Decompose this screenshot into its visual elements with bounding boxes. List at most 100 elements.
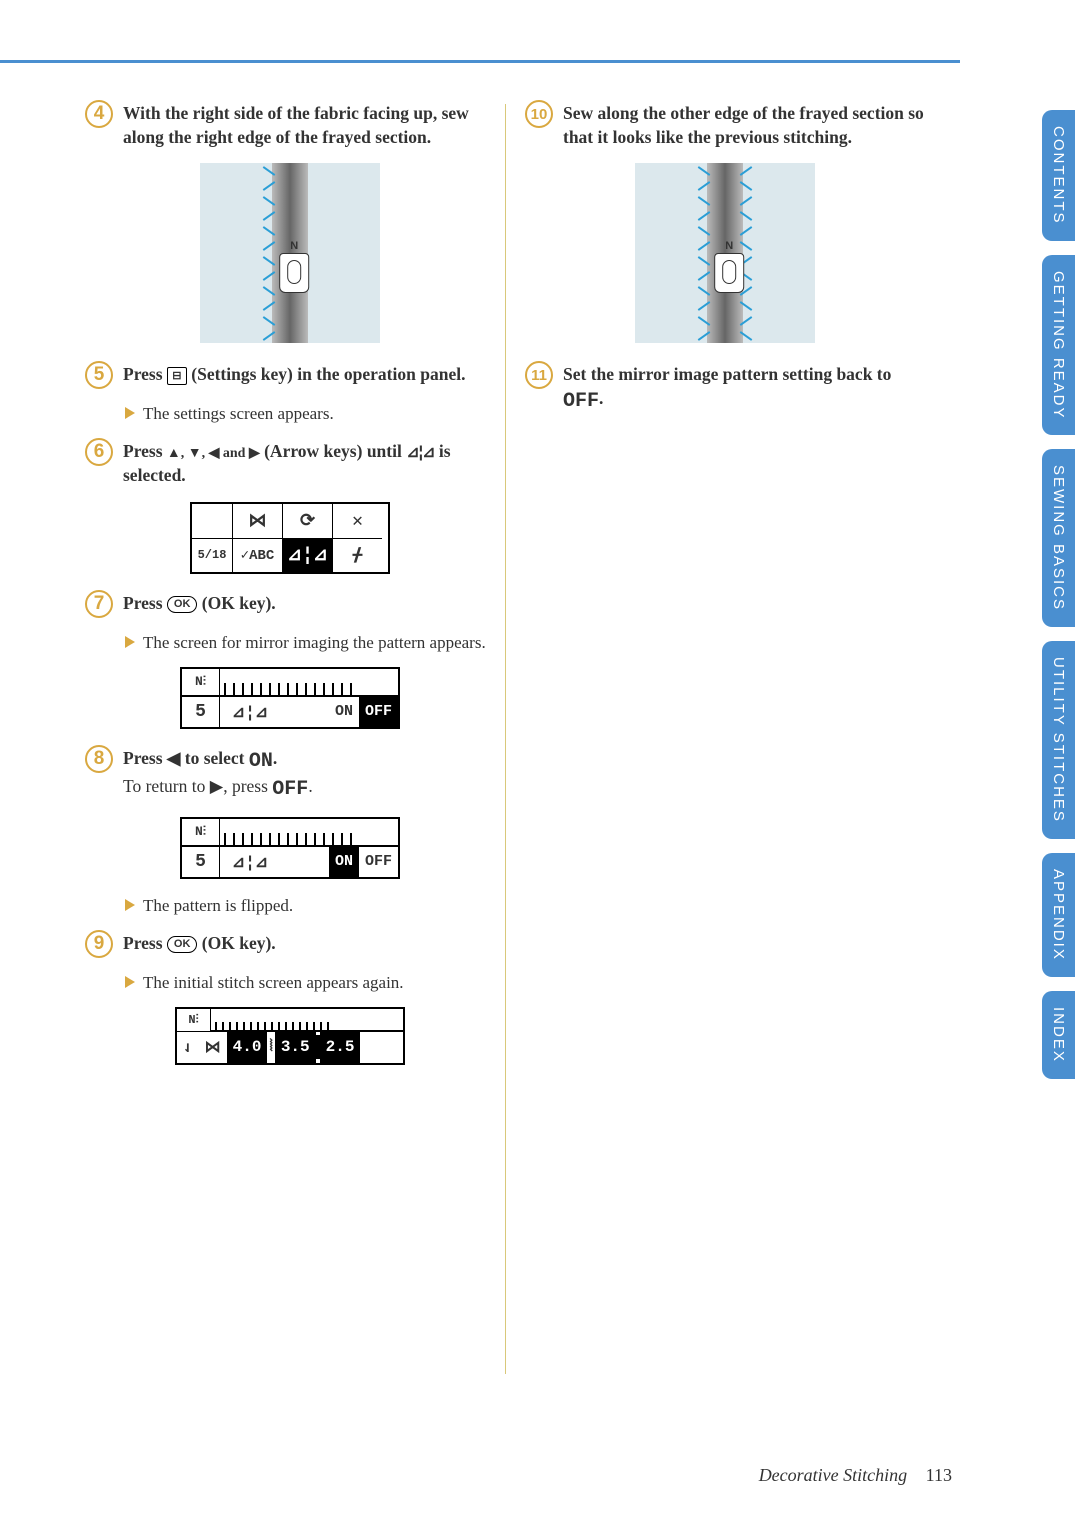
step-number: 6 [85,438,113,466]
lcd-stitch-icon: N⫶ [182,669,220,695]
play-icon [125,976,135,988]
ok-key-icon: OK [167,936,198,953]
step-text: Press ◀ to select ON. To return to ▶, pr… [123,745,313,803]
fabric-figure-2 [635,163,815,343]
play-icon [125,899,135,911]
settings-key-icon: ⊟ [167,367,187,385]
text-part: (OK key). [197,593,275,613]
step-text: Press OK (OK key). [123,930,276,956]
right-column: 10 Sew along the other edge of the fraye… [505,100,925,1081]
lcd-page-counter: 5/18 [192,538,232,572]
step-number: 5 [85,361,113,389]
lcd-stitch-icon: N⫶ [177,1009,211,1031]
lcd-onoff: ON OFF [329,697,398,727]
lcd-onoff: ON OFF [329,847,398,877]
lcd-abc-icon: ✓ABC [232,538,282,572]
substep: The pattern is flipped. [125,895,495,918]
footer: Decorative Stitching 113 [759,1465,952,1486]
side-tabs: CONTENTS GETTING READY SEWING BASICS UTI… [1042,110,1080,1093]
text-part: Press [123,364,167,384]
lcd-rotate-icon: ⟳ [282,504,332,538]
left-column: 4 With the right side of the fabric faci… [85,100,505,1081]
lcd-needle-icon: ⇃ [177,1032,199,1063]
lcd-value-3: 2.5 [320,1032,361,1063]
step-number: 10 [525,100,553,128]
tab-getting-ready[interactable]: GETTING READY [1042,255,1075,436]
step-bold-text: With the right side of the fabric facing… [123,103,469,147]
ok-key-icon: OK [167,596,198,613]
play-icon [125,407,135,419]
lcd-mirror-icon: ⊿¦⊿ [220,697,280,727]
lcd-wave-icon: ᚋ [332,538,382,572]
lcd-on: ON [329,697,359,727]
step-9: 9 Press OK (OK key). [85,930,495,958]
zigzag-stitches-left [262,163,276,343]
step-number: 9 [85,930,113,958]
mirror-icon: ⊿¦⊿ [406,444,434,461]
text-part: Press ◀ to select [123,748,249,768]
sub-text: The settings screen appears. [143,403,334,426]
text-part: To return to ▶, press [123,776,272,796]
lcd-stitch-number: 5 [182,847,220,877]
sub-text: The initial stitch screen appears again. [143,972,404,995]
step-text: Press ▲, ▼, ◀ and ▶ (Arrow keys) until ⊿… [123,438,495,488]
fabric-figure-1 [200,163,380,343]
presser-foot-icon [714,253,744,293]
lcd-sep: ⦚ [267,1032,274,1063]
step-number: 11 [525,361,553,389]
tab-appendix[interactable]: APPENDIX [1042,853,1075,977]
text-part: Press [123,933,167,953]
content-area: 4 With the right side of the fabric faci… [85,100,935,1081]
sub-text: The pattern is flipped. [143,895,293,918]
step-4: 4 With the right side of the fabric faci… [85,100,495,149]
lcd-stitch-icon: N⫶ [182,819,220,845]
lcd-mirror-selected: ⊿¦⊿ [282,538,332,572]
step-7: 7 Press OK (OK key). [85,590,495,618]
step-number: 4 [85,100,113,128]
lcd-stitch-number: 5 [182,697,220,727]
lcd-ruler [220,669,398,695]
substep: The settings screen appears. [125,403,495,426]
lcd-value-1: 4.0 [227,1032,268,1063]
step-10: 10 Sew along the other edge of the fraye… [525,100,925,149]
text-part: Set the mirror image pattern setting bac… [563,364,891,384]
step-number: 8 [85,745,113,773]
tab-utility-stitches[interactable]: UTILITY STITCHES [1042,641,1075,839]
footer-title: Decorative Stitching [759,1465,907,1485]
off-glyph: OFF [272,778,308,801]
lcd-mirror-off-screen: N⫶ 5 ⊿¦⊿ ON OFF [180,667,400,729]
lcd-ruler [220,819,398,845]
step-6: 6 Press ▲, ▼, ◀ and ▶ (Arrow keys) until… [85,438,495,488]
tab-sewing-basics[interactable]: SEWING BASICS [1042,449,1075,627]
substep: The initial stitch screen appears again. [125,972,495,995]
text-part: . [308,776,312,796]
lcd-initial-screen: N⫶ ⇃ ⋈ 4.0 ⦚ 3.5 2.5 [175,1007,405,1065]
step-5: 5 Press ⊟ (Settings key) in the operatio… [85,361,495,389]
text-part: Press [123,441,167,461]
text-part: Press [123,593,167,613]
step-number: 7 [85,590,113,618]
step-bold-text: Sew along the other edge of the frayed s… [563,103,924,147]
sub-text: The screen for mirror imaging the patter… [143,632,486,655]
step-text: With the right side of the fabric facing… [123,100,495,149]
lcd-link-icon: ⋈ [232,504,282,538]
step-text: Press ⊟ (Settings key) in the operation … [123,361,465,387]
lcd-link-icon: ⋈ [199,1032,227,1063]
step-text: Press OK (OK key). [123,590,276,616]
step-8: 8 Press ◀ to select ON. To return to ▶, … [85,745,495,803]
tab-index[interactable]: INDEX [1042,991,1075,1079]
substep: The screen for mirror imaging the patter… [125,632,495,655]
arrow-keys-icon: ▲, ▼, ◀ and ▶ [167,446,260,461]
lcd-x-icon: ✕ [332,504,382,538]
zigzag-stitches-left [697,163,711,343]
tab-contents[interactable]: CONTENTS [1042,110,1075,241]
off-glyph: OFF [563,390,599,413]
lcd-off: OFF [359,847,398,877]
text-part: . [599,388,603,408]
lcd-on-selected: ON [329,847,359,877]
text-part: (OK key). [197,933,275,953]
top-border [0,60,960,63]
text-part: . [273,748,277,768]
step-text: Sew along the other edge of the frayed s… [563,100,925,149]
page-number: 113 [926,1465,952,1485]
